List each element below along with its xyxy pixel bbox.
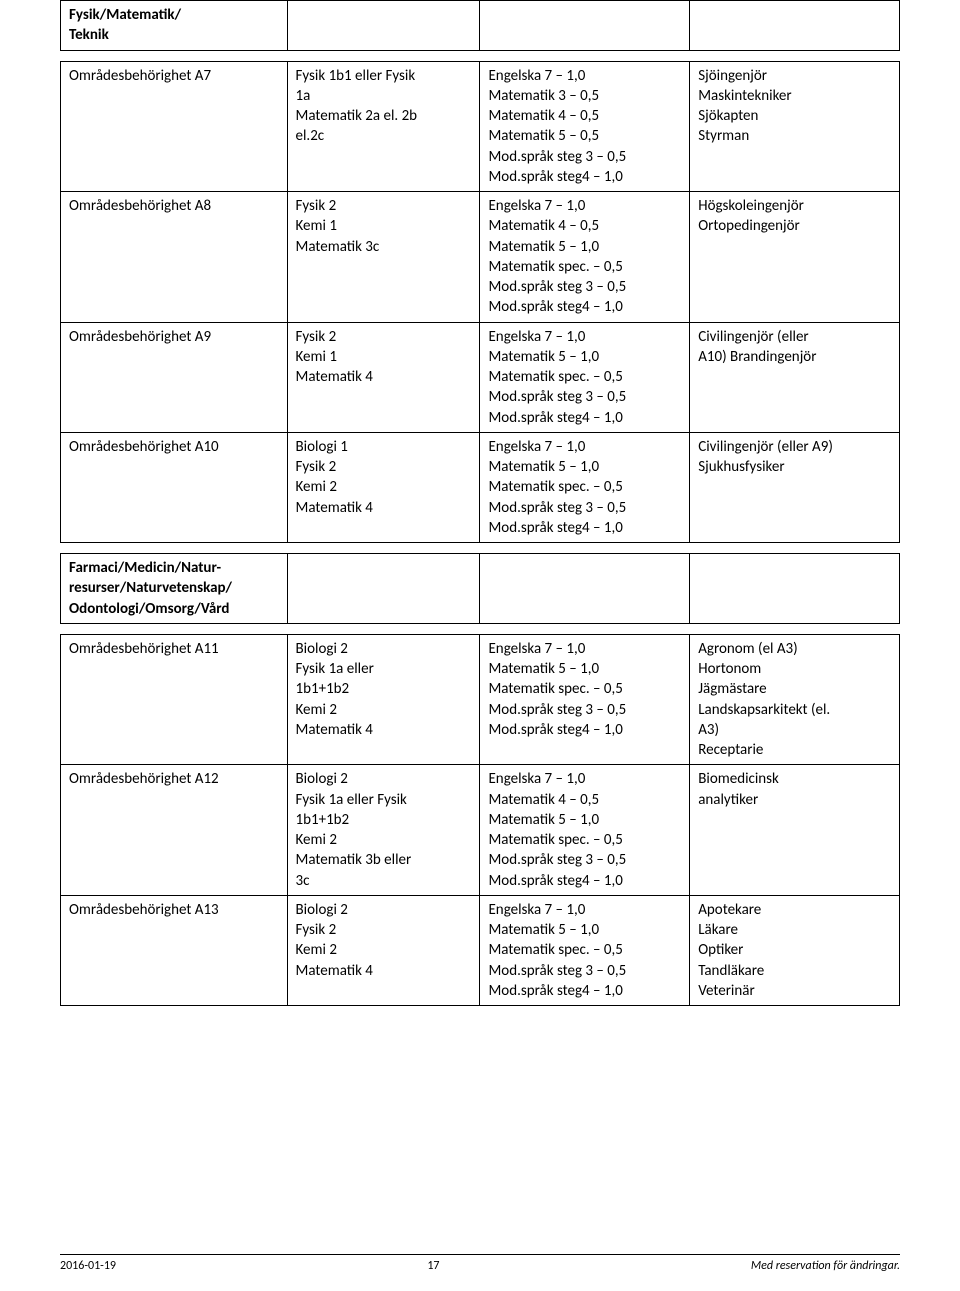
cell: Engelska 7 – 1,0 Matematik 5 – 1,0 Matem…: [480, 432, 690, 542]
page-footer: 2016-01-19 17 Med reservation för ändrin…: [60, 1254, 900, 1273]
cell: Biologi 2 Fysik 1a eller 1b1+1b2 Kemi 2 …: [287, 634, 480, 765]
cell: Högskoleingenjör Ortopedingenjör: [690, 192, 900, 323]
table-section-1: Fysik/Matematik/ Teknik: [60, 0, 900, 51]
cell: Fysik 2 Kemi 1 Matematik 3c: [287, 192, 480, 323]
cell: Engelska 7 – 1,0 Matematik 4 – 0,5 Matem…: [480, 192, 690, 323]
header-cell: [690, 554, 900, 624]
cell: Engelska 7 – 1,0 Matematik 4 – 0,5 Matem…: [480, 765, 690, 896]
header-cell: [480, 1, 690, 51]
table-row: Områdesbehörighet A13 Biologi 2 Fysik 2 …: [61, 895, 900, 1005]
header-cell: [480, 554, 690, 624]
cell: Områdesbehörighet A11: [61, 634, 288, 765]
cell: Områdesbehörighet A13: [61, 895, 288, 1005]
cell: Civilingenjör (eller A9) Sjukhusfysiker: [690, 432, 900, 542]
cell: Biologi 2 Fysik 1a eller Fysik 1b1+1b2 K…: [287, 765, 480, 896]
cell: Områdesbehörighet A8: [61, 192, 288, 323]
table-row: Områdesbehörighet A9 Fysik 2 Kemi 1 Mate…: [61, 322, 900, 432]
cell: Agronom (el A3) Hortonom Jägmästare Land…: [690, 634, 900, 765]
header-cell: [287, 554, 480, 624]
table-section-2: Farmaci/Medicin/Natur- resurser/Naturvet…: [60, 553, 900, 624]
header-cell: [690, 1, 900, 51]
cell: Sjöingenjör Maskintekniker Sjökapten Sty…: [690, 61, 900, 192]
cell: Områdesbehörighet A9: [61, 322, 288, 432]
table-body-2: Områdesbehörighet A11 Biologi 2 Fysik 1a…: [60, 634, 900, 1006]
table-row: Områdesbehörighet A12 Biologi 2 Fysik 1a…: [61, 765, 900, 896]
cell: Fysik 1b1 eller Fysik 1a Matematik 2a el…: [287, 61, 480, 192]
cell: Områdesbehörighet A7: [61, 61, 288, 192]
cell: Områdesbehörighet A12: [61, 765, 288, 896]
cell: Engelska 7 – 1,0 Matematik 5 – 1,0 Matem…: [480, 322, 690, 432]
cell: Engelska 7 – 1,0 Matematik 5 – 1,0 Matem…: [480, 895, 690, 1005]
cell: Biologi 1 Fysik 2 Kemi 2 Matematik 4: [287, 432, 480, 542]
footer-date: 2016-01-19: [60, 1259, 116, 1273]
header-cell: Fysik/Matematik/ Teknik: [61, 1, 288, 51]
table-row: Områdesbehörighet A11 Biologi 2 Fysik 1a…: [61, 634, 900, 765]
table-body-1: Områdesbehörighet A7 Fysik 1b1 eller Fys…: [60, 61, 900, 544]
cell: Apotekare Läkare Optiker Tandläkare Vete…: [690, 895, 900, 1005]
cell: Engelska 7 – 1,0 Matematik 3 – 0,5 Matem…: [480, 61, 690, 192]
cell: Områdesbehörighet A10: [61, 432, 288, 542]
cell: Fysik 2 Kemi 1 Matematik 4: [287, 322, 480, 432]
cell: Biologi 2 Fysik 2 Kemi 2 Matematik 4: [287, 895, 480, 1005]
table-header-row: Farmaci/Medicin/Natur- resurser/Naturvet…: [61, 554, 900, 624]
table-row: Områdesbehörighet A8 Fysik 2 Kemi 1 Mate…: [61, 192, 900, 323]
table-header-row: Fysik/Matematik/ Teknik: [61, 1, 900, 51]
cell: Biomedicinsk analytiker: [690, 765, 900, 896]
table-row: Områdesbehörighet A10 Biologi 1 Fysik 2 …: [61, 432, 900, 542]
footer-page-number: 17: [427, 1259, 439, 1273]
cell: Civilingenjör (eller A10) Brandingenjör: [690, 322, 900, 432]
table-row: Områdesbehörighet A7 Fysik 1b1 eller Fys…: [61, 61, 900, 192]
footer-disclaimer: Med reservation för ändringar.: [751, 1259, 900, 1273]
header-cell: Farmaci/Medicin/Natur- resurser/Naturvet…: [61, 554, 288, 624]
header-cell: [287, 1, 480, 51]
cell: Engelska 7 – 1,0 Matematik 5 – 1,0 Matem…: [480, 634, 690, 765]
